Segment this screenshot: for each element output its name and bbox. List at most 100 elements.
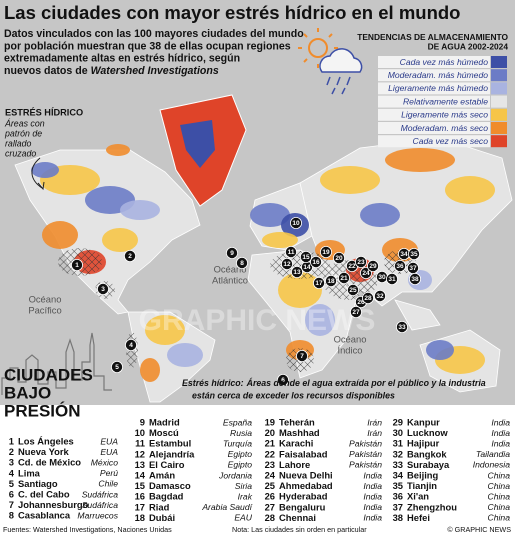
city-country: Arabia Saudí [201, 502, 253, 512]
legend-box [378, 122, 490, 134]
city-country: Jordania [218, 470, 252, 480]
legend-label: Moderadam. más seco [401, 123, 489, 133]
intro-source: Watershed Investigations [91, 65, 219, 77]
legend-swatch [491, 56, 507, 68]
city-marker [373, 289, 386, 302]
city-country: EUA [100, 447, 118, 457]
city-num: 3 [9, 457, 14, 468]
city-marker [97, 282, 110, 295]
city-num: 25 [265, 480, 275, 491]
trend-patch [120, 200, 160, 220]
section-title: PRESIÓN [4, 401, 81, 420]
stress-key-line: cruzado [5, 148, 36, 158]
city-name: Kanpur [407, 416, 440, 427]
city-marker [361, 291, 374, 304]
city-country: Indonesia [473, 460, 510, 470]
legend-label: Ligeramente más seco [401, 110, 488, 120]
city-marker-label: 3 [101, 286, 105, 293]
city-name: Ahmedabad [279, 480, 333, 491]
city-marker [324, 274, 337, 287]
city-marker [366, 259, 379, 272]
trend-patch [145, 315, 185, 345]
city-marker-label: 23 [357, 259, 365, 266]
legend-swatch [491, 108, 507, 121]
city-num: 17 [135, 501, 145, 512]
city-num: 7 [9, 499, 14, 510]
city-num: 6 [9, 488, 14, 499]
ocean-label: Océano [29, 293, 62, 304]
sun-rain-icon [298, 28, 363, 95]
city-name: Hyderabad [279, 491, 328, 502]
city-marker [290, 265, 303, 278]
city-country: Irak [238, 491, 253, 501]
ocean-label: Índico [337, 344, 362, 355]
city-num: 32 [393, 448, 403, 459]
legend-box [378, 56, 490, 68]
legend-title: TENDENCIAS DE ALMACENAMIENTO [357, 32, 508, 42]
city-marker-label: 17 [315, 280, 323, 287]
watermark: GRAPHIC NEWS [139, 304, 376, 337]
city-num: 14 [135, 469, 146, 480]
city-name: Chennai [279, 512, 316, 523]
city-num: 22 [265, 448, 275, 459]
city-marker [393, 259, 406, 272]
city-num: 10 [135, 427, 145, 438]
city-marker [71, 258, 84, 271]
city-num: 16 [135, 491, 145, 502]
intro-line: nuevos datos de Watershed Investigations [4, 65, 219, 77]
section-title: BAJO [4, 383, 51, 402]
city-marker [312, 276, 325, 289]
city-country: Chile [98, 479, 118, 489]
legend-label: Moderadam. más húmedo [388, 70, 489, 80]
city-country: EAU [234, 513, 252, 523]
city-marker [289, 216, 302, 229]
city-marker-label: 12 [283, 261, 291, 268]
city-marker-label: 18 [327, 278, 335, 285]
stress-note-line: están cerca de exceder los recursos disp… [192, 390, 395, 400]
city-num: 13 [135, 459, 145, 470]
city-marker-label: 36 [396, 263, 404, 270]
city-name: Karachi [279, 438, 313, 449]
city-marker-label: 31 [388, 276, 396, 283]
city-num: 36 [393, 491, 403, 502]
footer-sources: Fuentes: Watershed Investigations, Nacio… [3, 525, 172, 534]
city-name: Lahore [279, 459, 310, 470]
city-marker [309, 255, 322, 268]
intro-line: por población muestran que 38 de ellas o… [4, 40, 291, 52]
city-num: 34 [393, 469, 404, 480]
city-num: 31 [393, 438, 403, 449]
city-name: Bagdad [149, 491, 184, 502]
city-marker [395, 320, 408, 333]
trend-patch [167, 343, 203, 367]
city-num: 24 [265, 469, 276, 480]
city-country: India [363, 470, 382, 480]
city-marker-label: 30 [378, 274, 386, 281]
city-marker [125, 338, 138, 351]
city-num: 23 [265, 459, 275, 470]
intro-line: extremadamente altas en estrés hídrico, … [4, 52, 240, 64]
city-num: 29 [393, 416, 403, 427]
footer-note: Nota: Las ciudades sin orden en particul… [232, 525, 367, 534]
trend-patch [426, 340, 454, 360]
city-marker-label: 13 [293, 269, 301, 276]
city-name: Estambul [149, 438, 191, 449]
city-marker [349, 305, 362, 318]
city-marker-label: 29 [369, 263, 377, 270]
city-num: 5 [9, 478, 14, 489]
city-num: 8 [9, 510, 14, 521]
city-marker [299, 250, 312, 263]
city-marker [337, 271, 350, 284]
city-name: Hefei [407, 512, 430, 523]
city-name: Dubái [149, 512, 175, 523]
city-country: Egipto [228, 460, 253, 470]
city-num: 2 [9, 446, 14, 457]
stress-note-line: Estrés hídrico: Áreas donde el agua extra… [182, 378, 486, 388]
city-num: 28 [265, 512, 275, 523]
stress-key-line: patrón de [4, 128, 42, 138]
city-marker-label: 6 [281, 377, 285, 384]
city-country: Turquía [223, 438, 252, 448]
city-marker [354, 255, 367, 268]
stress-note-lead: Estrés hídrico: [182, 378, 244, 388]
trend-patch [262, 232, 298, 248]
